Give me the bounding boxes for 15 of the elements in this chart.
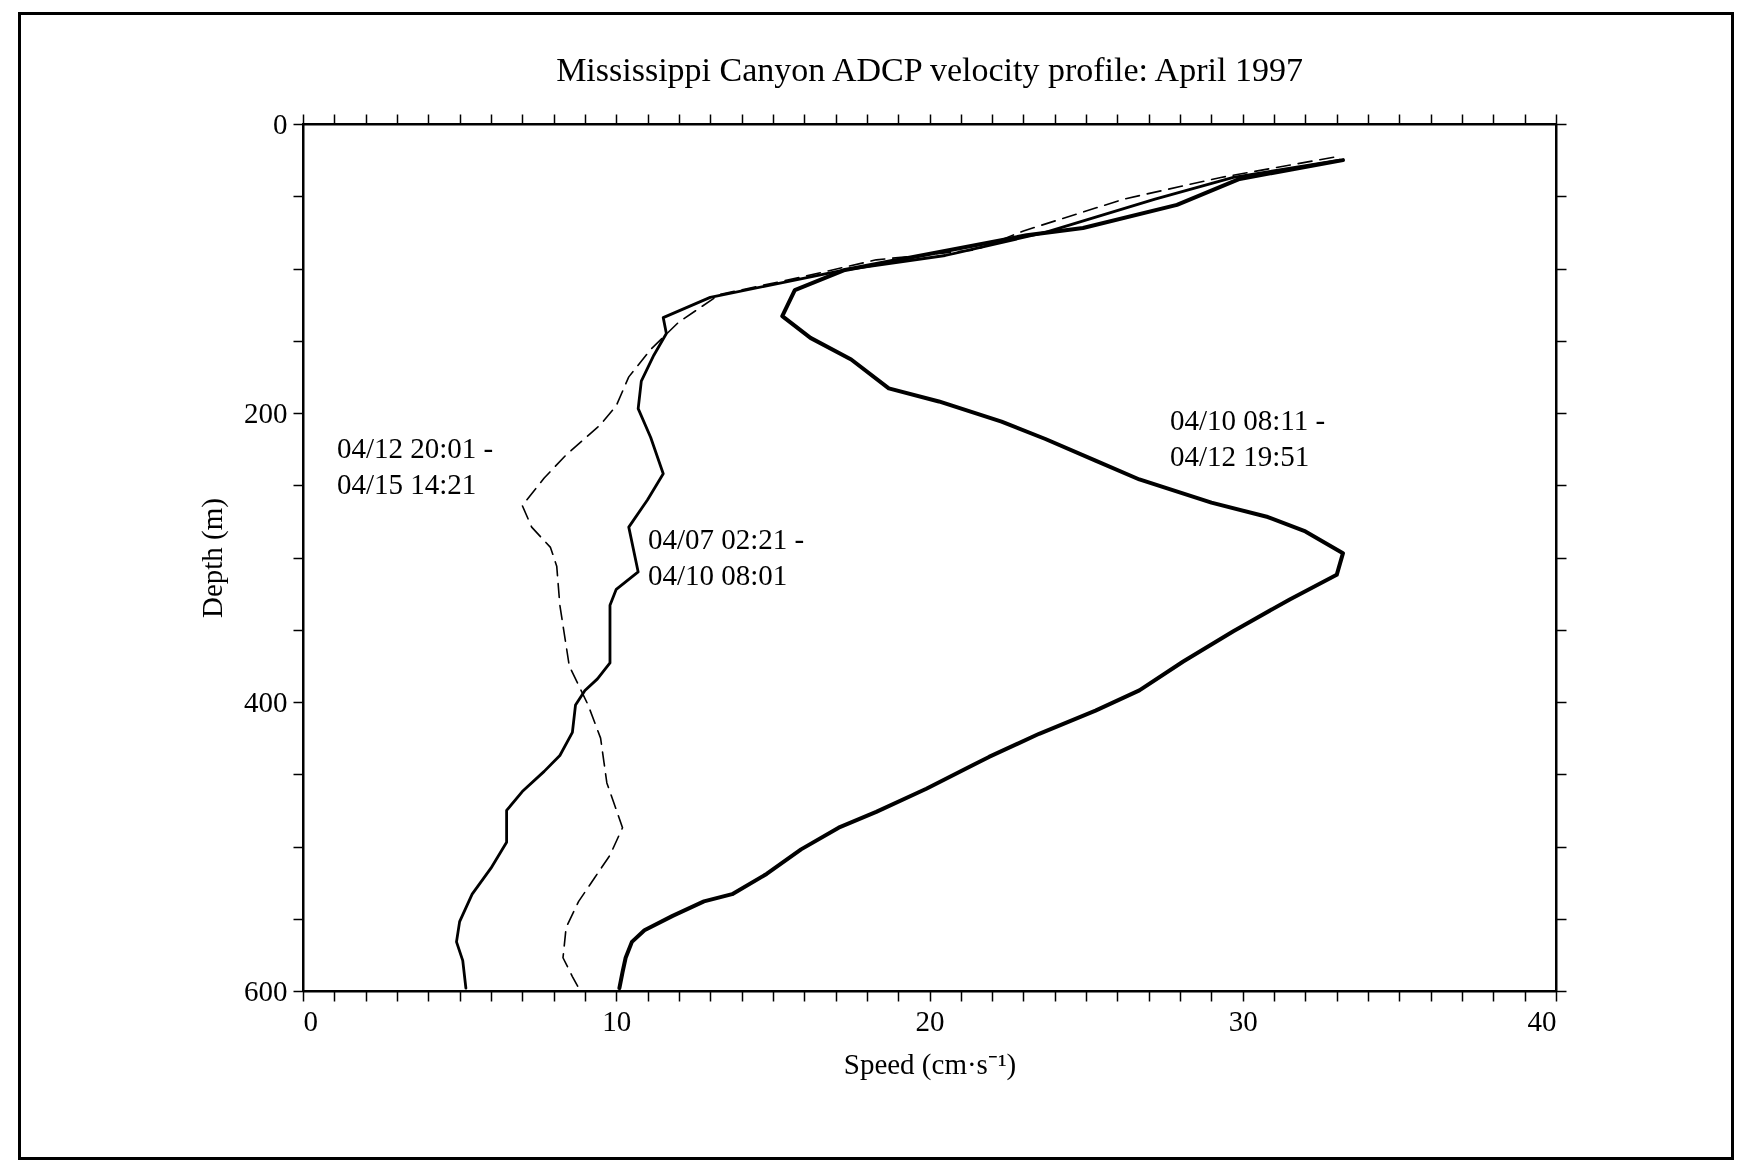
x-tick-label: 40 xyxy=(1527,1004,1557,1037)
y-tick-label: 600 xyxy=(244,974,288,1007)
x-axis-title: Speed (cm·s⁻¹) xyxy=(843,1047,1017,1081)
x-tick-label: 20 xyxy=(915,1004,945,1037)
y-tick-label: 0 xyxy=(273,107,288,140)
x-tick-label: 10 xyxy=(602,1004,632,1037)
x-tick-label: 30 xyxy=(1228,1004,1258,1037)
series-label: 04/12 20:01 - 04/15 14:21 xyxy=(337,432,494,500)
y-tick-label: 200 xyxy=(244,396,288,429)
series-label: 04/07 02:21 - 04/10 08:01 xyxy=(648,523,805,591)
y-tick-label: 400 xyxy=(244,685,288,718)
chart-title: Mississippi Canyon ADCP velocity profile: April 1997 xyxy=(556,51,1303,88)
x-tick-label: 0 xyxy=(303,1004,318,1037)
series-label: 04/10 08:11 - 04/12 19:51 xyxy=(1170,404,1326,472)
y-axis-title: Depth (m) xyxy=(196,498,229,618)
